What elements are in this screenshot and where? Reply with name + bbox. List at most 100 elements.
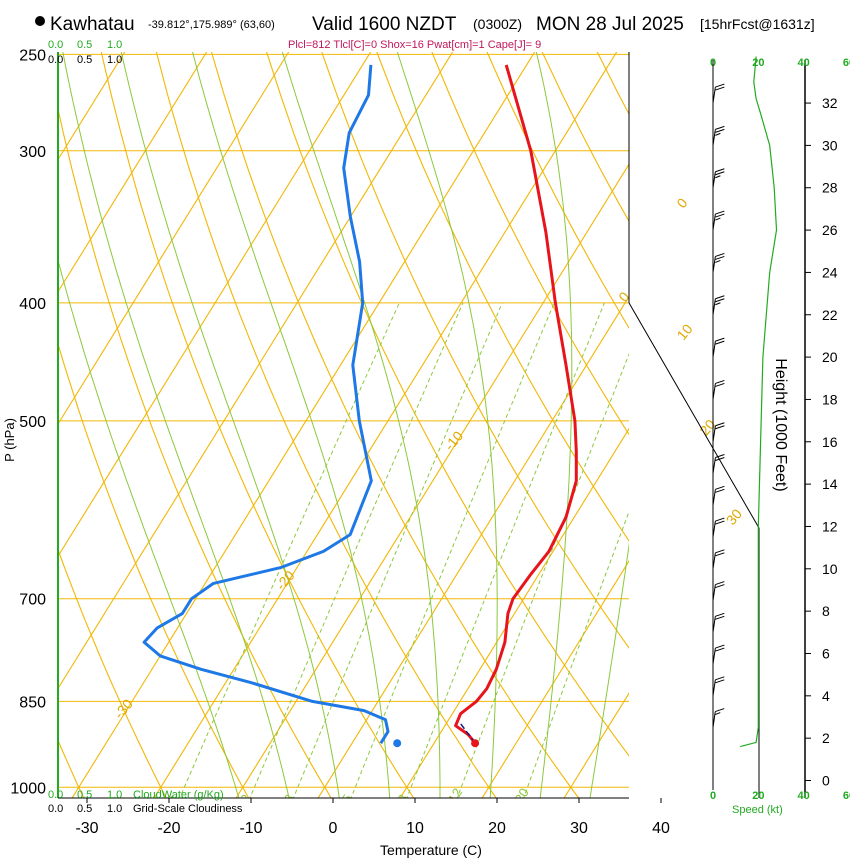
isotherm-line (58, 52, 208, 293)
wind-barb-flag (715, 128, 725, 133)
wind-barb-flag (715, 382, 725, 387)
cloudwater-tick-bottom: 1.0 (107, 789, 122, 801)
forecast-info: [15hrFcst@1631z] (700, 16, 815, 32)
pressure-tick-label: 300 (19, 144, 46, 161)
speed-label: Speed (kt) (732, 804, 783, 816)
pressure-tick-label: 500 (19, 414, 46, 431)
x-axis-title: Temperature (C) (380, 842, 482, 858)
dry-adiabat-line (596, 52, 629, 116)
wind-barb-flag (715, 615, 725, 620)
x-tick-label: 20 (488, 820, 506, 837)
wind-barb-staff (712, 341, 716, 358)
wind-barb (712, 454, 725, 474)
speed-tick-bottom: 0 (710, 790, 716, 802)
grid-layer: 100-10-20-30 (0, 0, 850, 813)
wind-barb-half (715, 175, 721, 179)
isotherm-line (637, 0, 850, 813)
wind-barb (712, 549, 725, 569)
isotherm-line (58, 52, 372, 558)
height-tick-label: 18 (822, 391, 838, 407)
mixing-ratio-line (406, 302, 605, 798)
height-tick-label: 8 (822, 603, 830, 619)
isotherm-line (0, 0, 149, 813)
speed-tick-bottom: 60 (843, 790, 850, 802)
x-tick-label: 0 (329, 820, 338, 837)
wind-barb (712, 708, 725, 728)
wind-barb-flag (715, 708, 725, 713)
height-tick-label: 28 (822, 180, 838, 196)
moist-adiabat-line (589, 542, 629, 798)
wind-barb (712, 83, 725, 104)
moist-adiabat-line (62, 52, 290, 798)
pressure-tick-label: 400 (19, 296, 46, 313)
dry-adiabat-line (210, 52, 580, 798)
wind-barb-staff (712, 171, 716, 188)
dry-adiabat-line (608, 0, 850, 813)
isotherm-line (153, 52, 618, 798)
speed-tick-bottom: 20 (752, 790, 764, 802)
x-tick-label: -30 (75, 820, 98, 837)
height-tick-label: 6 (822, 645, 830, 661)
cloudiness-tick-bottom: 0.5 (77, 803, 92, 815)
speed-tick-top: 60 (843, 57, 850, 69)
parcel-line (459, 722, 476, 744)
wind-barb-flag (715, 644, 725, 649)
wind-barb-staff (712, 383, 716, 400)
wind-barb-staff (712, 489, 716, 506)
wind-barb (712, 676, 725, 696)
wind-barb-flag (715, 298, 725, 303)
wind-barb-flag (715, 295, 725, 300)
height-axis-title: Height (1000 Feet) (772, 358, 789, 491)
speed-tick-top: 20 (752, 57, 764, 69)
height-tick-label: 16 (822, 434, 838, 450)
wind-barb-flag (715, 488, 725, 493)
wind-barb-flag (715, 83, 725, 88)
profile-layer (142, 64, 578, 748)
temperature-line (454, 64, 578, 745)
wind-barb (712, 337, 725, 358)
wind-barb-flag (715, 454, 725, 459)
mixing-ratio-label: 1 (167, 792, 184, 806)
isotherm-label: 30 (723, 506, 745, 528)
height-tick-label: 2 (822, 730, 830, 746)
height-tick-label: 26 (822, 222, 838, 238)
wind-barb-staff (712, 298, 716, 315)
x-tick-label: -10 (239, 820, 262, 837)
cloudwater-tick-bottom: 0.5 (77, 789, 92, 801)
pressure-tick-label: 250 (19, 47, 46, 64)
valid-date: MON 28 Jul 2025 (536, 14, 684, 35)
wind-barb (712, 252, 725, 273)
wind-barb-flag (715, 679, 725, 684)
speed-tick-bottom: 40 (798, 790, 810, 802)
mixing-ratio-label: 8 (395, 792, 412, 806)
wind-barb-staff (712, 679, 716, 696)
cloudwater-label: CloudWater (g/Kg) (133, 789, 224, 801)
wind-barb (712, 517, 725, 538)
height-tick-label: 10 (822, 561, 838, 577)
isotherm-line (235, 163, 629, 798)
wind-barb-staff (712, 457, 716, 474)
cloudwater-tick-bottom: 0.0 (48, 789, 63, 801)
wind-barb (712, 612, 725, 633)
wind-barb-flag (715, 168, 725, 173)
height-tick-label: 0 (822, 773, 830, 789)
moist-adiabat-line (535, 52, 573, 798)
moist-adiabat-line (281, 52, 441, 798)
dry-adiabat-line (486, 52, 629, 329)
wind-barb-half (715, 712, 721, 716)
mixing-ratio-line (292, 302, 503, 798)
wind-barb (712, 295, 725, 315)
height-tick-label: 22 (822, 307, 838, 323)
mixing-ratio-layer: 1 2 3 5 8 12 20 (167, 302, 629, 806)
profiles-group (142, 64, 578, 745)
height-tick-label: 24 (822, 264, 838, 280)
dry-adiabat-line (0, 0, 8, 813)
wind-barb-flag (715, 552, 725, 557)
cloudwater-tick-top: 0.0 (48, 39, 63, 51)
wind-barb-staff (712, 647, 716, 665)
zulu-time: (0300Z) (473, 16, 522, 32)
surface-temperature-point (471, 739, 480, 748)
wind-barb-staff (712, 425, 716, 442)
cloudiness-tick-top: 1.0 (107, 54, 122, 66)
